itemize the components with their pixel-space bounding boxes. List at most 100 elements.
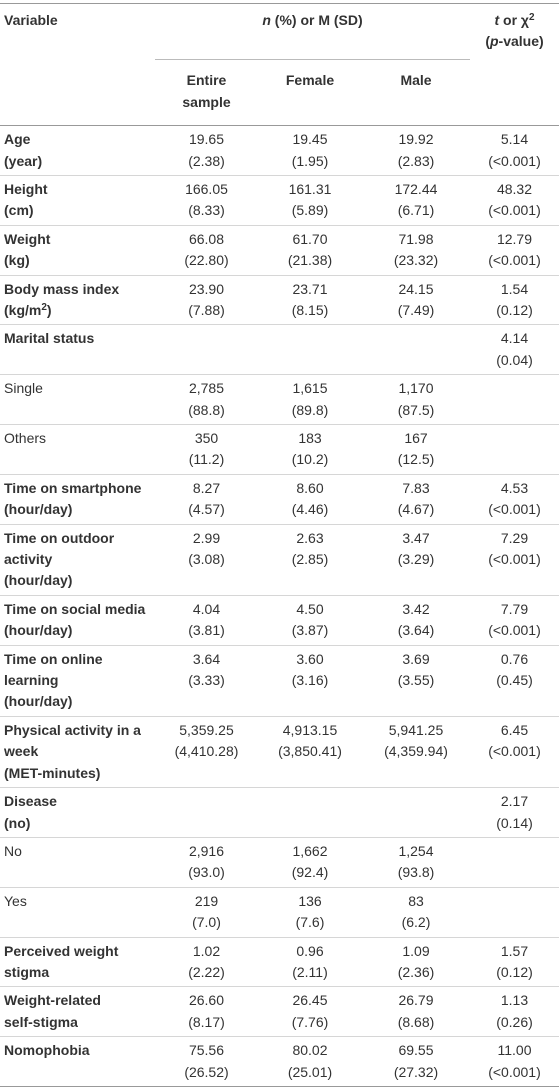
cell-line: 4.53 <box>500 479 529 496</box>
table-row: Single 2,785 (88.8) 1,615 (89.8) 1,170 (87.5) <box>0 374 559 425</box>
table-cell <box>470 887 559 938</box>
cell-line: (kg/m2) <box>4 300 151 321</box>
cell-line: (hour/day) <box>4 622 73 639</box>
cell-line: (2.11) <box>292 963 328 980</box>
table-cell: Perceived weight stigma <box>0 937 155 988</box>
table-cell: Age (year) <box>0 125 155 176</box>
cell-line: (2.85) <box>291 551 329 568</box>
table-cell: 26.79 (8.68) <box>362 986 470 1038</box>
table-cell <box>258 324 362 376</box>
cell-line: 7.79 <box>500 600 529 617</box>
table-cell: 19.92 (2.83) <box>362 125 470 176</box>
cell-line: 23.71 <box>292 280 328 297</box>
cell-line: (p-value) <box>474 31 555 52</box>
cell-line: 161.31 <box>288 180 332 197</box>
table-cell: 2,785 (88.8) <box>155 374 258 425</box>
cell-line: 5,359.25 <box>179 721 234 738</box>
cell-line: (8.68) <box>397 1013 435 1030</box>
table-cell <box>362 324 470 376</box>
cell-line: No <box>4 842 22 859</box>
cell-line: Body mass index <box>4 280 120 297</box>
table-cell: Entire sample <box>155 59 258 127</box>
table-cell: 2.17 (0.14) <box>470 787 559 838</box>
cell-line: (4.67) <box>397 501 435 518</box>
cell-line: (3,850.41) <box>278 743 342 760</box>
table-cell: 1,662 (92.4) <box>258 837 362 888</box>
cell-line: 69.55 <box>398 1042 434 1059</box>
cell-line: 75.56 <box>188 1042 225 1059</box>
cell-line: (3.29) <box>397 551 435 568</box>
cell-line: (1.95) <box>291 152 329 169</box>
table-cell: 3.64 (3.33) <box>155 645 258 717</box>
cell-line: 0.76 <box>500 650 529 667</box>
cell-line: (4,410.28) <box>174 743 239 760</box>
cell-line: 3.60 <box>296 650 324 667</box>
cell-line: 3.64 <box>192 650 221 667</box>
table-cell: Nomophobia <box>0 1036 155 1087</box>
cell-line: week <box>4 743 39 760</box>
table-cell: 1,254 (93.8) <box>362 837 470 888</box>
cell-line: 26.79 <box>398 992 434 1009</box>
cell-line: (3.08) <box>188 551 225 568</box>
table-cell: Time on online learning (hour/day) <box>0 645 155 717</box>
table-row: Weight (kg) 66.08 (22.80) 61.70 (21.38) 71.98 (… <box>0 225 559 276</box>
table-cell: 7.79 (<0.001) <box>470 595 559 646</box>
cell-line: 5,941.25 <box>388 721 444 738</box>
table-cell: 167 (12.5) <box>362 424 470 475</box>
table-cell: 19.45 (1.95) <box>258 125 362 176</box>
table-cell: Weight-related self-stigma <box>0 986 155 1038</box>
table-row: Marital status 4.14 (0.04) <box>0 324 559 376</box>
text-segment: (%) or M (SD) <box>270 12 363 28</box>
cell-line: t or χ2 <box>474 10 555 31</box>
cell-line: 4.04 <box>192 600 221 617</box>
cell-line: 8.60 <box>296 479 324 496</box>
table-cell: No <box>0 837 155 888</box>
table-cell: Others <box>0 424 155 475</box>
cell-line: (26.52) <box>184 1063 229 1080</box>
cell-line: 166.05 <box>185 180 228 197</box>
table-cell: 4.14 (0.04) <box>470 324 559 376</box>
cell-line: (25.01) <box>287 1063 333 1080</box>
cell-line: (6.2) <box>401 914 431 931</box>
cell-line: Variable <box>4 12 58 28</box>
cell-line: 26.60 <box>188 992 225 1009</box>
cell-line: 61.70 <box>292 230 328 247</box>
table-cell: 161.31 (5.89) <box>258 175 362 226</box>
table-row: Time on online learning (hour/day) 3.64 (3.… <box>0 645 559 717</box>
table-row: Time on outdoor activity (hour/day) 2.99 (3.… <box>0 524 559 596</box>
table-cell <box>0 59 155 127</box>
cell-line: Time on smartphone <box>4 479 142 496</box>
text-segment: (kg/m <box>4 301 42 318</box>
table-cell: 11.00 (<0.001) <box>470 1036 559 1087</box>
cell-line: 2.17 <box>500 793 529 810</box>
table-row: Yes 219 (7.0) 136 (7.6) 83 (6.2) <box>0 887 559 938</box>
cell-line: (year) <box>4 152 43 169</box>
cell-line: (8.15) <box>291 301 329 318</box>
cell-line: 48.32 <box>496 180 533 197</box>
cell-line: (6.71) <box>397 202 435 219</box>
cell-line: (<0.001) <box>488 202 541 219</box>
table-cell: 7.83 (4.67) <box>362 474 470 525</box>
cell-line: 1,254 <box>398 842 434 859</box>
table-cell: 1.02 (2.22) <box>155 937 258 988</box>
cell-line: (4,359.94) <box>384 743 448 760</box>
cell-line: 66.08 <box>188 230 225 247</box>
table-cell: 0.76 (0.45) <box>470 645 559 717</box>
cell-line: (11.2) <box>188 451 225 468</box>
text-segment: or χ <box>499 12 529 28</box>
table-cell: Female <box>258 59 362 127</box>
cell-line: Age <box>4 131 31 148</box>
cell-line: (7.88) <box>188 301 225 318</box>
cell-line: (kg) <box>4 252 30 269</box>
cell-line: (27.32) <box>393 1063 439 1080</box>
cell-line: (<0.001) <box>488 551 541 568</box>
table-cell: 2.63 (2.85) <box>258 524 362 596</box>
cell-line: (0.12) <box>496 301 533 318</box>
cell-line: 219 <box>194 892 219 909</box>
table-row: No 2,916 (93.0) 1,662 (92.4) 1,254 (93.8) <box>0 837 559 888</box>
cell-line: (12.5) <box>397 451 435 468</box>
cell-line: (0.12) <box>496 963 533 980</box>
cell-line: (no) <box>4 814 31 831</box>
cell-line: Physical activity in a <box>4 721 141 738</box>
cell-line: (0.04) <box>496 351 533 368</box>
